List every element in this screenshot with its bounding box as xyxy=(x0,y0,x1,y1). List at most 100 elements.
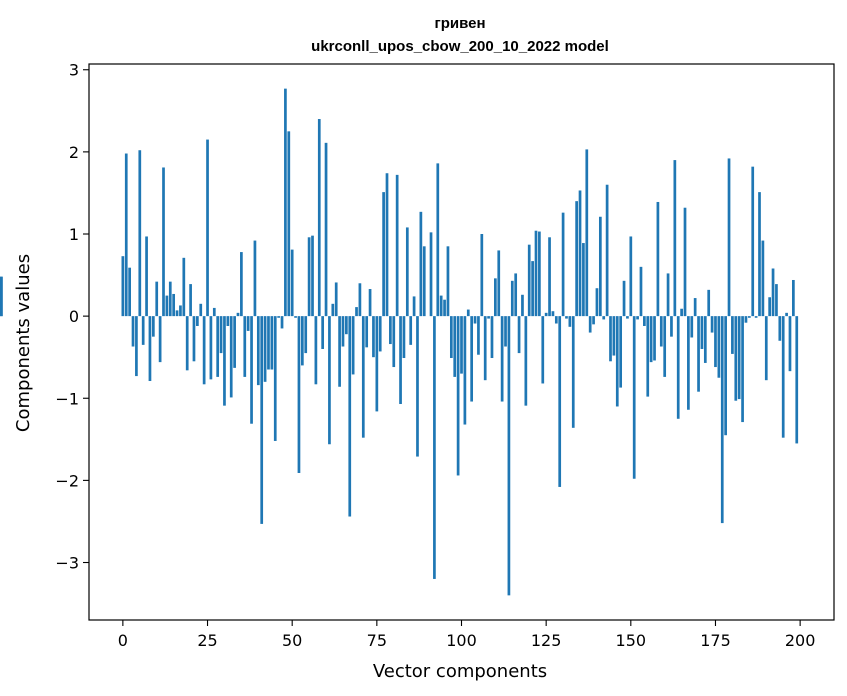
bar xyxy=(233,316,236,368)
bar xyxy=(781,316,785,438)
bar xyxy=(754,316,758,318)
bar xyxy=(453,316,457,377)
bar xyxy=(389,316,392,345)
x-tick-label: 100 xyxy=(446,631,477,650)
bar xyxy=(568,316,572,327)
bar xyxy=(236,312,240,317)
bar xyxy=(135,316,138,377)
bar xyxy=(639,266,643,317)
bar xyxy=(785,312,788,317)
bar xyxy=(483,316,487,381)
bar xyxy=(561,212,565,317)
bar xyxy=(250,316,253,424)
bar xyxy=(416,316,419,457)
y-tick-label: 0 xyxy=(69,307,79,326)
bar xyxy=(514,273,518,317)
bar xyxy=(128,267,131,317)
bar xyxy=(612,316,616,356)
bar xyxy=(439,295,443,317)
bar xyxy=(311,235,314,317)
x-tick-label: 75 xyxy=(367,631,387,650)
bar xyxy=(731,316,734,354)
bar xyxy=(273,316,277,441)
bar xyxy=(473,316,477,324)
y-tick-label: 2 xyxy=(69,143,79,162)
bar xyxy=(202,316,206,385)
bar xyxy=(216,316,220,377)
bar xyxy=(226,316,230,326)
bar xyxy=(565,316,568,319)
bar xyxy=(162,167,165,317)
bar xyxy=(240,252,243,317)
bar xyxy=(517,316,521,354)
bar xyxy=(189,284,192,317)
bar xyxy=(605,184,609,317)
bar xyxy=(297,316,301,473)
chart-subtitle: ukrconll_upos_cbow_200_10_2022 model xyxy=(311,38,609,55)
bar xyxy=(592,316,595,325)
x-tick-label: 175 xyxy=(700,631,731,650)
bar xyxy=(527,244,531,317)
plot-frame xyxy=(88,63,835,621)
bar xyxy=(361,316,365,438)
bar xyxy=(185,316,189,371)
bar xyxy=(358,283,362,317)
bar xyxy=(277,316,280,318)
bar xyxy=(382,192,385,317)
bar xyxy=(412,296,416,317)
bar xyxy=(378,316,382,352)
bar xyxy=(419,211,423,317)
bar xyxy=(717,316,721,378)
bar xyxy=(646,316,650,397)
bar xyxy=(521,294,524,317)
bar xyxy=(324,142,328,317)
bar xyxy=(582,243,585,317)
bar xyxy=(280,316,284,329)
bar xyxy=(575,201,578,317)
y-axis-ticks: −3 −2 −1 0 1 2 3 xyxy=(55,61,89,573)
x-tick-label: 150 xyxy=(616,631,647,650)
bar xyxy=(317,119,321,317)
bar xyxy=(487,316,490,319)
bar xyxy=(727,158,731,317)
bar xyxy=(585,149,589,317)
bar xyxy=(554,316,558,324)
bar xyxy=(372,316,375,358)
bar xyxy=(260,316,264,524)
y-tick-label: −3 xyxy=(55,554,79,573)
bar xyxy=(446,246,450,317)
bar xyxy=(510,280,514,317)
bar xyxy=(314,316,318,385)
bar xyxy=(290,249,294,317)
bar xyxy=(206,139,209,317)
bar xyxy=(331,303,335,317)
bar xyxy=(345,316,348,335)
bar xyxy=(477,316,480,355)
bar xyxy=(619,316,623,388)
bar xyxy=(548,237,551,317)
bar xyxy=(395,174,399,317)
bar xyxy=(246,316,250,331)
bar xyxy=(653,316,656,361)
bar xyxy=(775,284,778,317)
bar xyxy=(219,316,223,354)
bar xyxy=(714,316,717,368)
bar xyxy=(588,316,592,333)
bar xyxy=(253,240,257,317)
bars xyxy=(0,88,799,596)
bar xyxy=(351,316,355,375)
bar xyxy=(263,316,267,382)
bar xyxy=(693,298,697,317)
bar xyxy=(456,316,460,476)
bar xyxy=(490,316,494,359)
bar xyxy=(636,316,639,320)
bar xyxy=(788,316,792,372)
bar xyxy=(541,316,545,384)
bar xyxy=(341,316,345,347)
x-tick-label: 200 xyxy=(785,631,816,650)
bar xyxy=(676,316,680,419)
bar xyxy=(385,173,389,317)
bar xyxy=(463,316,467,425)
bar xyxy=(622,280,626,317)
bar xyxy=(355,307,358,317)
